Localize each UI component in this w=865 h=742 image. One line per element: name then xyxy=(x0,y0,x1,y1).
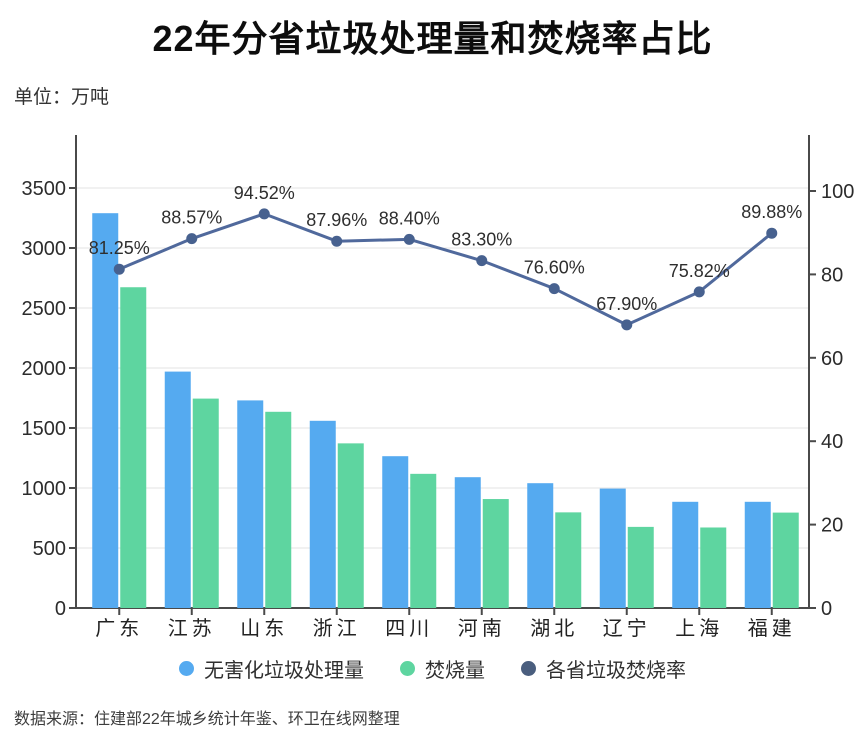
left-tick-label: 1500 xyxy=(22,418,67,440)
x-category-label: 辽宁 xyxy=(603,617,651,640)
x-category-label: 浙江 xyxy=(313,617,361,640)
treatment-bar xyxy=(744,501,771,608)
left-tick-label: 3000 xyxy=(22,238,67,260)
rate-data-label: 88.40% xyxy=(379,208,440,228)
rate-point xyxy=(621,319,633,331)
incineration-bar xyxy=(265,411,292,608)
right-tick-label: 40 xyxy=(821,431,843,453)
legend-item-0[interactable]: 无害化垃圾处理量 xyxy=(179,654,364,683)
left-tick-label: 3500 xyxy=(22,178,67,200)
rate-data-label: 87.96% xyxy=(306,210,367,230)
left-tick-label: 2500 xyxy=(22,298,67,320)
treatment-bar xyxy=(237,400,264,608)
legend-item-label: 无害化垃圾处理量 xyxy=(204,660,364,682)
x-category-label: 湖北 xyxy=(530,617,578,640)
left-tick-label: 1000 xyxy=(22,478,67,500)
incineration-bar xyxy=(482,499,509,608)
x-category-label: 上海 xyxy=(675,617,723,640)
left-tick-label: 0 xyxy=(55,598,66,620)
rate-data-label: 89.88% xyxy=(741,202,802,222)
rate-data-label: 83.30% xyxy=(451,230,512,250)
data-source: 数据来源：住建部22年城乡统计年鉴、环卫在线网整理 xyxy=(14,711,400,728)
rate-point xyxy=(113,263,125,275)
treatment-bar xyxy=(454,477,481,608)
x-category-label: 四川 xyxy=(385,618,433,640)
treatment-bar xyxy=(164,371,191,608)
left-tick-label: 2000 xyxy=(22,358,67,380)
incineration-bar xyxy=(410,473,437,608)
rate-data-label: 67.90% xyxy=(596,294,657,314)
rate-point xyxy=(186,233,198,245)
rate-point xyxy=(258,208,270,220)
legend: 无害化垃圾处理量 焚烧量 各省垃圾焚烧率 xyxy=(0,654,865,683)
incineration-bar xyxy=(627,526,654,608)
right-tick-label: 20 xyxy=(821,515,843,537)
treatment-bar xyxy=(309,420,336,608)
incineration-bar xyxy=(700,527,727,608)
right-tick-label: 80 xyxy=(821,264,843,286)
rate-data-label: 81.25% xyxy=(89,238,150,258)
incineration-bar xyxy=(192,398,219,608)
treatment-bar xyxy=(527,483,554,608)
rate-point xyxy=(403,233,415,245)
treatment-bar xyxy=(382,456,409,608)
chart-title: 22年分省垃圾处理量和焚烧率占比 xyxy=(152,18,713,59)
legend-dot-icon xyxy=(179,661,194,676)
legend-dot-icon xyxy=(400,661,415,676)
rate-line xyxy=(118,212,773,327)
rate-data-label: 88.57% xyxy=(161,208,222,228)
rate-point xyxy=(693,286,705,298)
rate-point xyxy=(331,235,343,247)
rate-point xyxy=(476,255,488,267)
rate-data-label: 94.52% xyxy=(234,183,295,203)
rate-data-label: 76.60% xyxy=(524,258,585,278)
right-tick-label: 100 xyxy=(821,181,854,203)
legend-dot-icon xyxy=(521,661,536,676)
x-category-label: 广东 xyxy=(95,617,143,640)
x-category-label: 山东 xyxy=(240,617,288,640)
left-tick-label: 500 xyxy=(33,538,66,560)
treatment-bar xyxy=(92,213,119,608)
rate-point xyxy=(766,227,778,239)
legend-item-2[interactable]: 各省垃圾焚烧率 xyxy=(521,654,686,683)
x-category-label: 福建 xyxy=(748,617,796,640)
legend-item-label: 各省垃圾焚烧率 xyxy=(546,660,686,682)
right-tick-label: 0 xyxy=(821,598,832,620)
right-tick-label: 60 xyxy=(821,348,843,370)
legend-item-label: 焚烧量 xyxy=(425,660,485,682)
rate-point xyxy=(548,283,560,295)
incineration-bar xyxy=(772,512,799,608)
treatment-bar xyxy=(672,501,699,608)
treatment-bar xyxy=(599,488,626,608)
unit-label: 单位：万吨 xyxy=(14,87,110,108)
rate-data-label: 75.82% xyxy=(669,261,730,281)
legend-item-1[interactable]: 焚烧量 xyxy=(400,654,485,683)
x-category-label: 河南 xyxy=(458,617,506,640)
incineration-bar xyxy=(120,287,147,608)
incineration-bar xyxy=(555,512,582,608)
x-category-label: 江苏 xyxy=(168,617,216,640)
incineration-bar xyxy=(337,443,364,608)
